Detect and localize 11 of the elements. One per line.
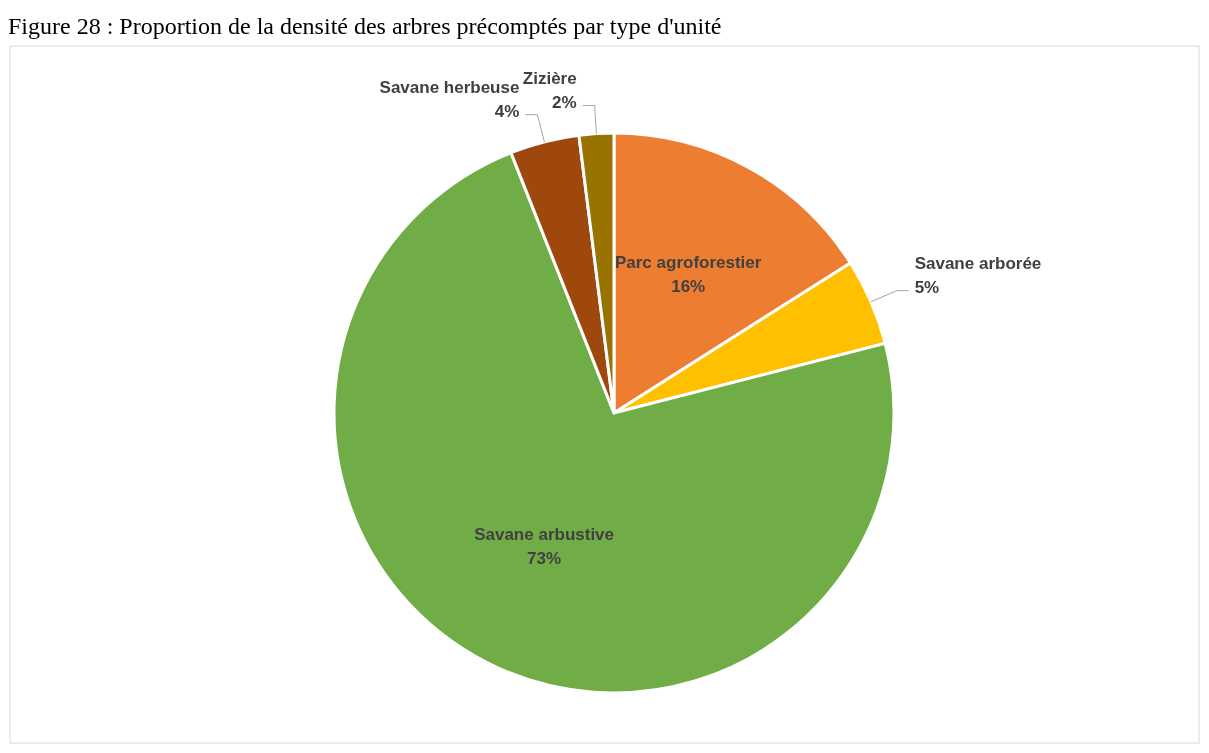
data-label: 5% [914,277,940,297]
chart-title: Figure 28 : Proportion de la densité des arbres précomptés par type d'unité [8,13,722,39]
slice-label: Savane arbustive [474,525,615,545]
data-label: 2% [552,92,577,112]
data-label: 73% [527,549,562,569]
data-label: 16% [671,277,706,297]
slice-label: Savane herbeuse [379,77,520,97]
data-label: 4% [494,101,520,121]
slice-label: Savane arborée [914,253,1042,273]
slice-label: Parc agroforestier [614,253,762,273]
slice-label: Zizière [522,68,577,88]
